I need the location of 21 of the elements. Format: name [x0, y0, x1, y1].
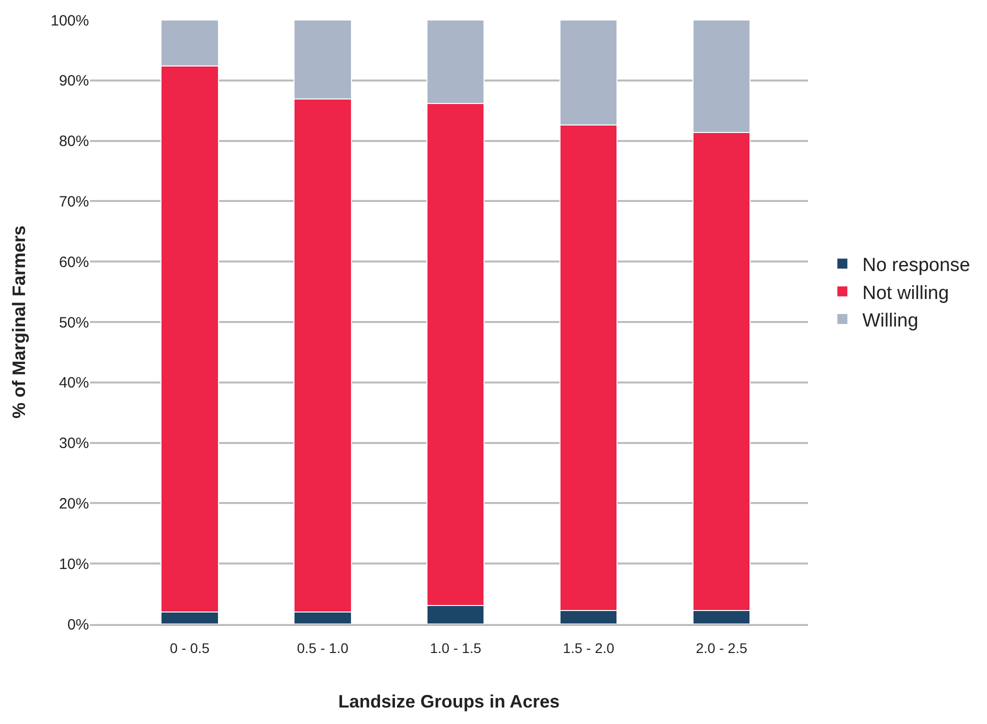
y-tick-label: 40% [58, 374, 89, 392]
x-tick-label: 1.0 - 1.5 [430, 640, 482, 656]
y-tick-label: 80% [58, 133, 89, 150]
y-tick-label: 100% [50, 12, 89, 30]
legend-label: No response [862, 255, 970, 276]
y-tick-label: 10% [58, 556, 89, 573]
y-tick-label: 70% [58, 193, 89, 210]
x-tick-label: 0.5 - 1.0 [297, 640, 349, 656]
x-tick-label: 1.5 - 2.0 [562, 640, 614, 656]
legend-label: Willing [862, 310, 918, 332]
y-tick-label: 50% [58, 314, 89, 332]
x-axis-title: Landsize Groups in Acres [338, 691, 560, 712]
legend-label: Not willing [862, 282, 949, 304]
y-tick-label: 60% [58, 254, 89, 271]
y-tick-label: 20% [58, 495, 89, 512]
y-tick-label: 90% [58, 72, 89, 90]
y-tick-label: 30% [58, 435, 89, 452]
x-tick-label: 0 - 0.5 [170, 640, 210, 656]
y-tick-label: 0% [67, 616, 89, 634]
x-tick-label: 2.0 - 2.5 [696, 640, 748, 656]
y-axis-title: % of Marginal Farmers [8, 225, 29, 419]
